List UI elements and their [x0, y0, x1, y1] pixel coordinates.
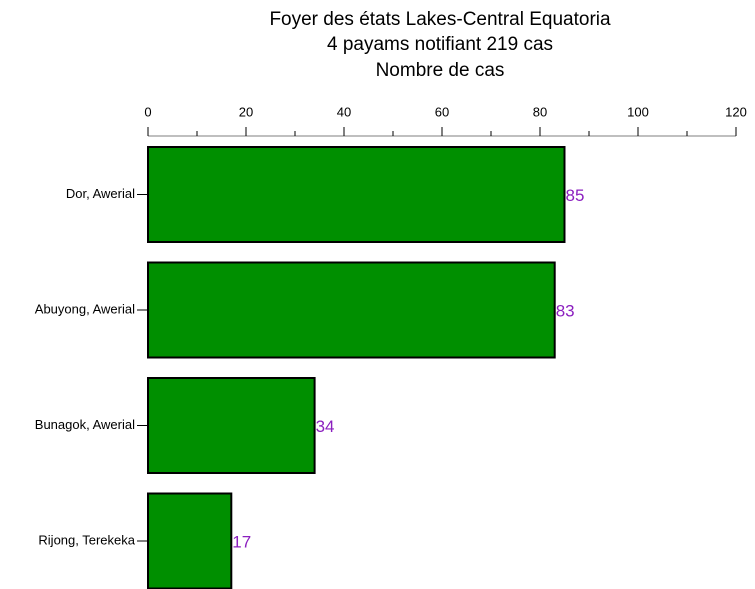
- bar: [147, 261, 556, 359]
- axis-title: Nombre de cas: [376, 60, 505, 81]
- x-tick-label: 40: [337, 104, 351, 119]
- x-tick-label: 20: [239, 104, 253, 119]
- data-label: 83: [556, 301, 575, 320]
- y-tick-label: Rijong, Terekeka: [38, 532, 135, 547]
- data-label: 85: [566, 186, 585, 205]
- data-label: 34: [316, 417, 335, 436]
- chart-subtitle: 4 payams notifiant 219 cas: [327, 34, 553, 55]
- bar: [147, 377, 316, 474]
- x-tick-label: 120: [725, 104, 747, 119]
- x-tick-label: 100: [627, 104, 649, 119]
- data-label: 17: [232, 532, 251, 551]
- x-tick-label: 80: [533, 104, 547, 119]
- chart-title: Foyer des états Lakes-Central Equatoria: [269, 9, 611, 30]
- bar: [147, 492, 233, 589]
- x-tick-label: 0: [144, 104, 151, 119]
- bar: [147, 146, 566, 243]
- y-tick-label: Dor, Awerial: [66, 186, 135, 201]
- x-tick-label: 60: [435, 104, 449, 119]
- y-tick-label: Bunagok, Awerial: [35, 417, 135, 432]
- y-tick-label: Abuyong, Awerial: [35, 301, 135, 316]
